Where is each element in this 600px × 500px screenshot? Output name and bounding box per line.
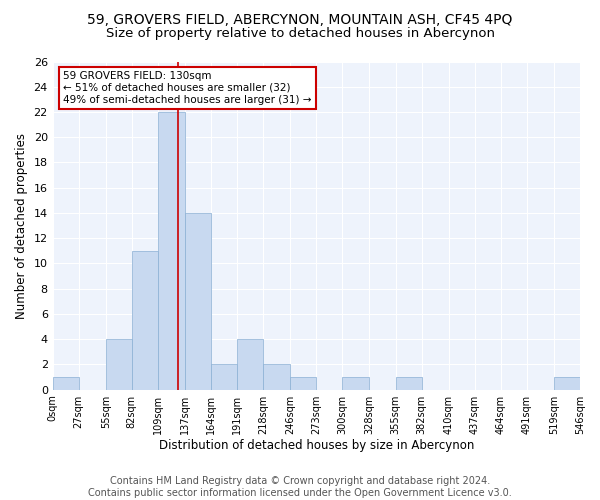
Text: Contains HM Land Registry data © Crown copyright and database right 2024.
Contai: Contains HM Land Registry data © Crown c… bbox=[88, 476, 512, 498]
Bar bbox=[211, 364, 237, 390]
X-axis label: Distribution of detached houses by size in Abercynon: Distribution of detached houses by size … bbox=[158, 440, 474, 452]
Bar bbox=[263, 364, 290, 390]
Bar bbox=[290, 377, 316, 390]
Bar bbox=[158, 112, 185, 390]
Bar bbox=[106, 339, 132, 390]
Bar bbox=[132, 251, 158, 390]
Bar bbox=[395, 377, 422, 390]
Bar bbox=[185, 213, 211, 390]
Text: 59, GROVERS FIELD, ABERCYNON, MOUNTAIN ASH, CF45 4PQ: 59, GROVERS FIELD, ABERCYNON, MOUNTAIN A… bbox=[88, 12, 512, 26]
Text: 59 GROVERS FIELD: 130sqm
← 51% of detached houses are smaller (32)
49% of semi-d: 59 GROVERS FIELD: 130sqm ← 51% of detach… bbox=[63, 72, 312, 104]
Text: Size of property relative to detached houses in Abercynon: Size of property relative to detached ho… bbox=[106, 28, 494, 40]
Bar bbox=[554, 377, 580, 390]
Y-axis label: Number of detached properties: Number of detached properties bbox=[15, 132, 28, 318]
Bar bbox=[53, 377, 79, 390]
Bar bbox=[237, 339, 263, 390]
Bar bbox=[343, 377, 370, 390]
